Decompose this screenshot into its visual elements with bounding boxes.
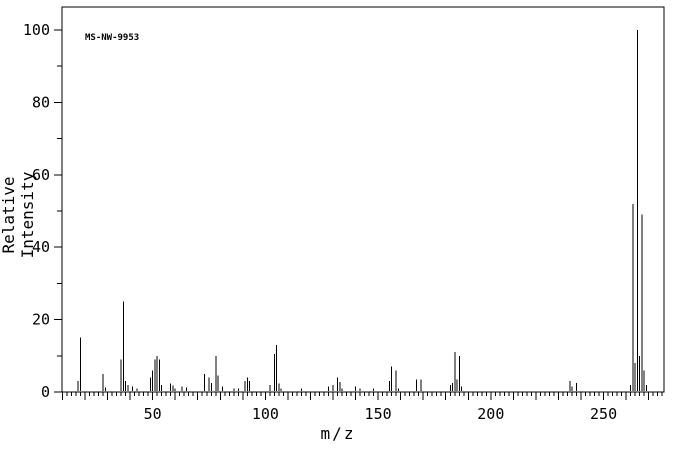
plot-frame [61, 6, 665, 393]
x-axis-tick-label: 100 [252, 405, 279, 423]
x-axis-tick-label: 250 [590, 405, 617, 423]
y-axis-tick-label: 80 [32, 93, 50, 111]
y-axis-tick-label: 0 [41, 383, 50, 401]
y-axis-tick-label: 40 [32, 238, 50, 256]
y-axis-tick-label: 60 [32, 166, 50, 184]
y-axis-tick-label: 20 [32, 311, 50, 329]
x-axis-tick-label: 50 [144, 405, 162, 423]
spectrum-id-label: MS-NW-9953 [85, 33, 140, 43]
x-axis-title: m/z [320, 424, 356, 443]
y-axis-title: Relative Intensity [0, 171, 37, 259]
y-axis-tick-label: 100 [23, 21, 50, 39]
x-axis-tick-label: 150 [365, 405, 392, 423]
x-axis-tick-label: 200 [477, 405, 504, 423]
